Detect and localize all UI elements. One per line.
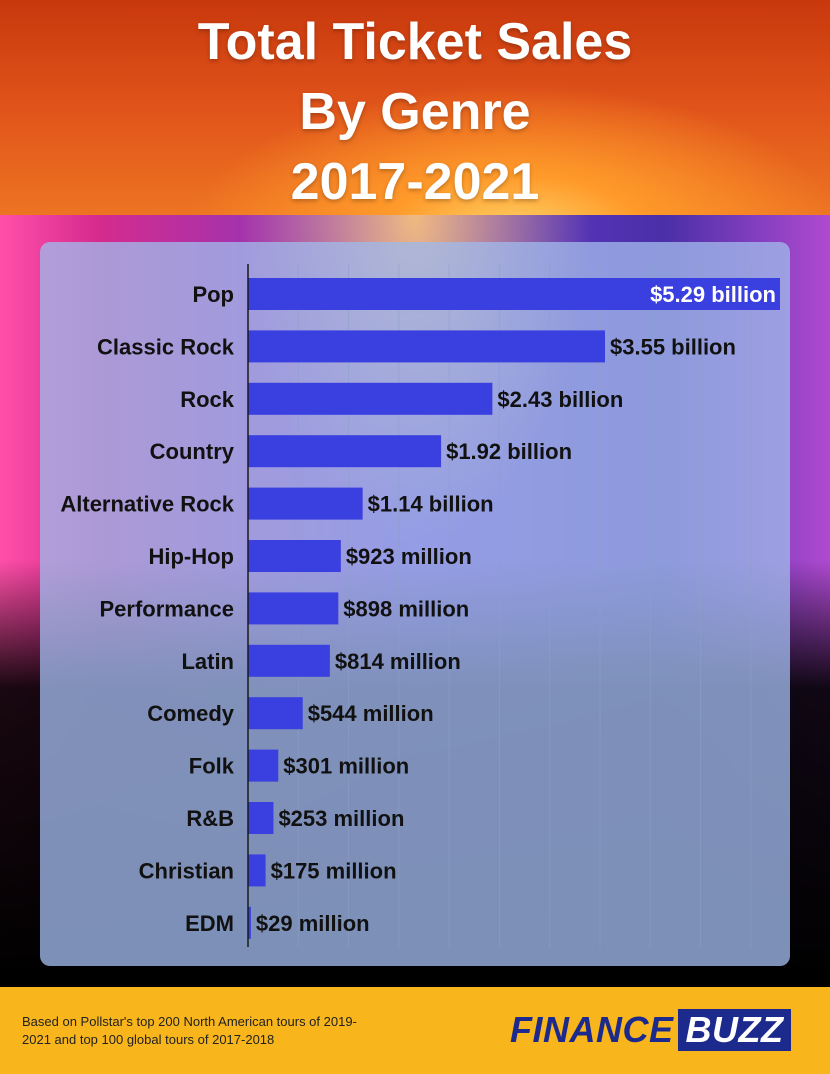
category-label: Latin — [181, 649, 234, 674]
category-label: Performance — [99, 596, 234, 621]
category-label: Rock — [180, 387, 235, 412]
chart-panel: Pop $5.29 billion Classic Rock $3.55 billio… — [40, 242, 790, 966]
bar-hip-hop — [248, 540, 341, 572]
value-label: $2.43 billion — [497, 387, 623, 412]
category-label: EDM — [185, 911, 234, 936]
bar-country — [248, 435, 442, 468]
header-background — [0, 0, 830, 235]
value-label: $253 million — [278, 806, 404, 831]
bar-rock — [248, 382, 493, 415]
title-line-3: 2017-2021 — [290, 153, 540, 211]
value-label: $923 million — [346, 544, 472, 569]
value-label: $1.92 billion — [446, 439, 572, 464]
value-label: $301 million — [283, 754, 409, 779]
logo-text-finance: FINANCE — [510, 1009, 674, 1050]
title-line-2: By Genre — [299, 83, 531, 141]
source-footnote: Based on Pollstar's top 200 North Americ… — [22, 1014, 357, 1047]
bar-r-b — [248, 802, 274, 834]
bar-edm — [248, 906, 251, 939]
value-label: $3.55 billion — [610, 334, 736, 359]
bar-latin — [248, 644, 330, 677]
bar-comedy — [248, 697, 303, 730]
category-label: R&B — [186, 806, 234, 831]
category-label: Classic Rock — [97, 334, 235, 359]
value-label: $5.29 billion — [650, 282, 776, 307]
category-label: Pop — [192, 282, 234, 307]
category-label: Comedy — [147, 701, 235, 726]
bar-alternative-rock — [248, 487, 363, 520]
category-label: Hip-Hop — [148, 544, 234, 569]
bar-folk — [248, 749, 279, 782]
financebuzz-logo: FINANCE BUZZ — [510, 1007, 792, 1053]
bar-performance — [248, 592, 339, 625]
value-label: $814 million — [335, 649, 461, 674]
title-line-1: Total Ticket Sales — [197, 13, 633, 71]
category-label: Alternative Rock — [60, 492, 234, 517]
category-label: Country — [150, 439, 235, 464]
value-label: $175 million — [271, 858, 397, 883]
bar-classic-rock — [248, 330, 606, 363]
footer: Based on Pollstar's top 200 North Americ… — [0, 987, 830, 1074]
bar-chart: Pop $5.29 billion Classic Rock $3.55 billio… — [60, 264, 780, 947]
category-label: Folk — [189, 754, 235, 779]
value-label: $898 million — [343, 596, 469, 621]
value-label: $1.14 billion — [368, 492, 494, 517]
bar-christian — [248, 854, 266, 887]
value-label: $544 million — [308, 701, 434, 726]
bar-pop — [248, 278, 780, 310]
category-label: Christian — [139, 858, 234, 883]
value-label: $29 million — [256, 911, 370, 936]
logo-text-buzz: BUZZ — [677, 1009, 792, 1051]
